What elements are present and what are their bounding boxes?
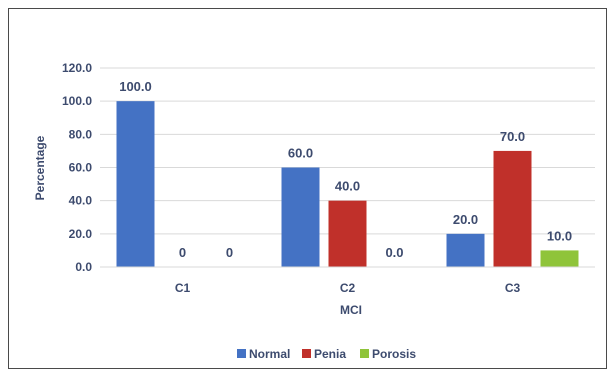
data-label: 0: [179, 245, 186, 260]
x-axis-title: MCI: [340, 303, 362, 317]
data-label: 100.0: [119, 79, 152, 94]
bar-normal-c1: [116, 101, 155, 268]
y-tick-label: 20.0: [69, 227, 93, 241]
y-axis-title: Percentage: [33, 135, 47, 200]
data-label: 40.0: [335, 179, 360, 194]
bar-penia-c3: [493, 150, 532, 267]
legend-label-normal: Normal: [249, 347, 290, 361]
data-label: 60.0: [288, 146, 313, 161]
bar-penia-c2: [328, 200, 367, 267]
x-category-label: C1: [175, 281, 191, 295]
bar-porosis-c3: [540, 250, 579, 267]
legend-label-penia: Penia: [314, 347, 346, 361]
y-tick-label: 120.0: [62, 61, 92, 75]
bars: [116, 101, 579, 268]
data-label: 70.0: [500, 129, 525, 144]
legend: Normal Penia Porosis: [237, 347, 416, 361]
y-tick-label: 0.0: [75, 260, 92, 274]
data-label: 10.0: [547, 228, 572, 243]
data-label: 20.0: [453, 212, 478, 227]
data-label: 0: [226, 245, 233, 260]
legend-swatch-normal: [237, 349, 246, 358]
x-category-label: C2: [340, 281, 356, 295]
x-category-label: C3: [505, 281, 521, 295]
legend-swatch-porosis: [360, 349, 369, 358]
bar-normal-c2: [281, 167, 320, 267]
y-axis-ticks: 0.0 20.0 40.0 60.0 80.0 100.0 120.0: [62, 61, 92, 274]
bar-normal-c3: [446, 233, 485, 267]
y-tick-label: 60.0: [69, 161, 93, 175]
data-labels: 100.0 0 0 60.0 40.0 0.0 20.0 70.0 10.0: [119, 79, 572, 260]
legend-swatch-penia: [302, 349, 311, 358]
y-tick-label: 80.0: [69, 127, 93, 141]
data-label: 0.0: [385, 245, 403, 260]
x-axis-categories: C1 C2 C3: [175, 281, 521, 295]
y-tick-label: 40.0: [69, 194, 93, 208]
y-tick-label: 100.0: [62, 94, 92, 108]
legend-label-porosis: Porosis: [372, 347, 416, 361]
